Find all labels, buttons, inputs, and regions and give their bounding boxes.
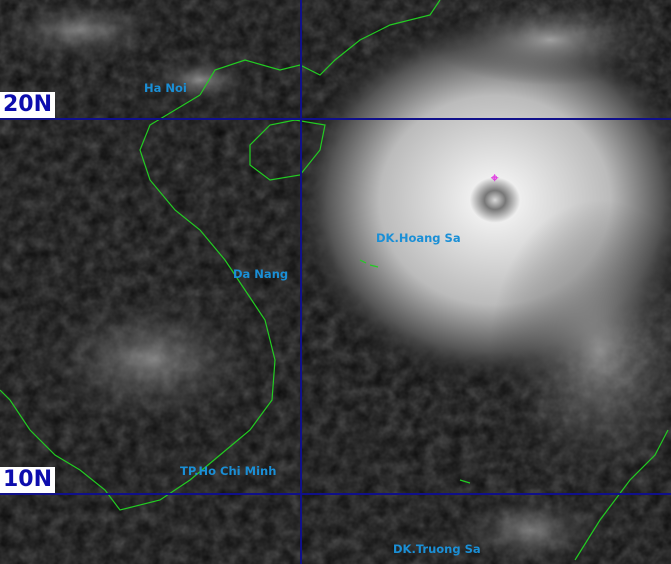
place-label-truong-sa: DK.Truong Sa bbox=[393, 542, 481, 556]
place-label-ho-chi-minh: TP.Ho Chi Minh bbox=[180, 464, 277, 478]
longitude-line bbox=[300, 0, 302, 564]
place-label-hoang-sa: DK.Hoang Sa bbox=[376, 231, 461, 245]
place-label-da-nang: Da Nang bbox=[233, 267, 289, 281]
storm-center-icon: ⌖ bbox=[491, 171, 499, 186]
latitude-label-10n: 10N bbox=[0, 467, 56, 493]
latitude-label-20n: 20N bbox=[0, 92, 56, 118]
place-label-ha-noi: Ha Noi bbox=[144, 81, 187, 95]
latitude-line-20n bbox=[0, 118, 671, 120]
latitude-line-10n bbox=[0, 493, 671, 495]
